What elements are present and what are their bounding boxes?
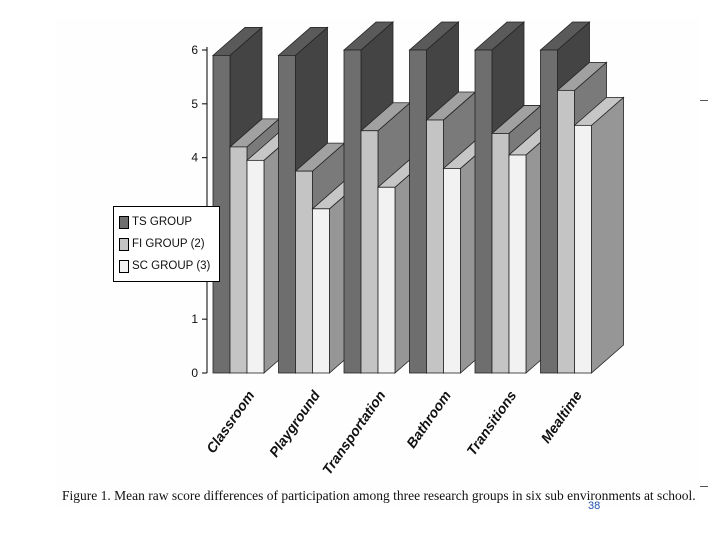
y-tick-label: 6 [191, 43, 198, 57]
bar-classroom-fi [229, 146, 248, 374]
x-tick-label-classroom: Classroom [203, 388, 258, 456]
bar-playground-fi [295, 170, 313, 374]
legend: TS GROUP FI GROUP (2) SC GROUP (3) [113, 206, 220, 282]
bar-mealtime-ts [540, 49, 558, 374]
bar-classroom-sc [246, 159, 265, 374]
x-tick-label-transitions: Transitions [463, 387, 519, 458]
legend-item-sc: SC GROUP (3) [119, 255, 214, 277]
legend-swatch-sc [119, 259, 129, 273]
figure-caption: Figure 1. Mean raw score differences of … [62, 488, 696, 503]
bar-transitions-ts [474, 49, 493, 374]
bar-playground-ts [278, 54, 296, 374]
bar-mealtime-fi [557, 89, 575, 374]
y-tick-label: 5 [191, 97, 198, 111]
bar-transportation-sc [377, 186, 396, 374]
edge-mark [700, 100, 708, 101]
bar-transitions-fi [491, 133, 510, 374]
bar-bathroom-sc [443, 168, 461, 374]
bar-transitions-sc [508, 154, 527, 374]
bar-playground-sc [312, 208, 330, 374]
bar-mealtime-sc-side [591, 96, 624, 374]
legend-label-ts: TS GROUP [132, 216, 193, 228]
x-tick-label-bathroom: Bathroom [403, 388, 454, 451]
x-tick-label-transportation: Transportation [319, 388, 389, 478]
bar-mealtime-sc [574, 124, 592, 374]
bar-transportation-fi [360, 130, 379, 374]
bar-transportation-ts [343, 49, 362, 374]
legend-label-sc: SC GROUP (3) [132, 260, 211, 272]
legend-swatch-ts [119, 215, 129, 229]
y-tick-label: 0 [191, 366, 198, 380]
x-tick-label-playground: Playground [266, 387, 324, 460]
edge-mark [700, 486, 708, 487]
legend-swatch-fi [119, 237, 129, 251]
page-number: 38 [588, 500, 601, 512]
bar-chart: 0123456ClassroomPlaygroundTransportation… [191, 21, 625, 478]
y-tick-label: 1 [191, 312, 198, 326]
bar-bathroom-fi [426, 119, 444, 374]
bar-bathroom-ts [409, 49, 427, 374]
y-tick-label: 4 [191, 151, 198, 165]
x-tick-label-mealtime: Mealtime [537, 387, 585, 445]
legend-item-ts: TS GROUP [119, 211, 214, 233]
legend-item-fi: FI GROUP (2) [119, 233, 214, 255]
legend-label-fi: FI GROUP (2) [132, 238, 205, 250]
figure: 0123456ClassroomPlaygroundTransportation… [55, 18, 700, 508]
